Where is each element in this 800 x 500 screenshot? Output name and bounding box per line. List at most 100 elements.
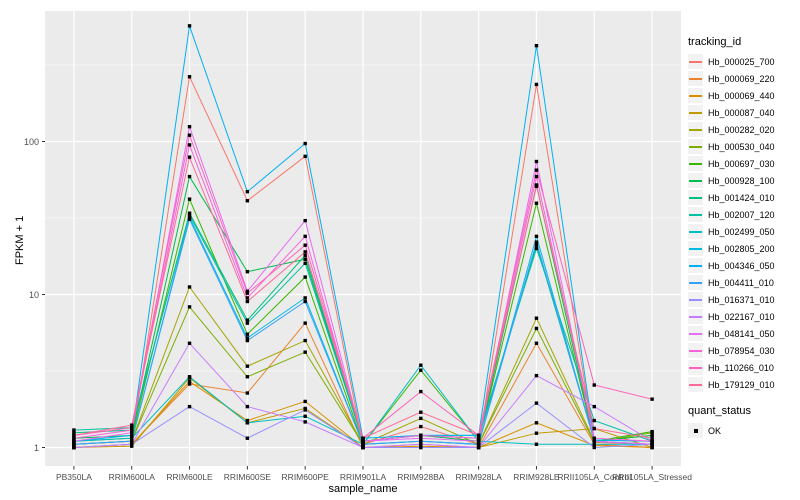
data-point	[187, 133, 192, 137]
legend-item: Hb_022167_010	[688, 308, 798, 325]
data-point	[130, 442, 134, 446]
data-point	[303, 399, 307, 404]
legend-item: Hb_110266_010	[688, 359, 798, 376]
data-point	[361, 439, 365, 443]
data-point	[303, 420, 307, 424]
data-point	[187, 375, 192, 379]
legend-line-icon	[689, 315, 702, 318]
legend-key	[688, 292, 703, 307]
data-point	[187, 197, 192, 201]
data-point	[187, 379, 192, 384]
data-point	[361, 445, 365, 450]
legend-line-icon	[689, 179, 702, 182]
data-point	[187, 211, 192, 215]
data-point	[534, 159, 539, 164]
data-point	[245, 338, 250, 343]
data-point	[419, 368, 423, 372]
legend-key	[688, 377, 703, 392]
legend-key	[688, 156, 703, 171]
data-point	[245, 421, 250, 425]
data-point	[419, 445, 423, 450]
x-tick-label: RRII105LA_Stressed	[612, 472, 693, 482]
data-point	[187, 124, 192, 129]
data-point	[187, 174, 192, 179]
legend-label: Hb_000530_040	[708, 141, 775, 152]
data-point	[245, 375, 250, 379]
data-point	[534, 243, 539, 247]
data-point	[303, 299, 307, 304]
data-point	[130, 439, 134, 443]
data-point	[592, 426, 596, 431]
legend-line-icon	[689, 298, 702, 301]
x-tick-label: RRIM600SE	[223, 472, 271, 482]
data-point	[72, 430, 76, 435]
data-point	[650, 442, 654, 446]
data-point	[245, 291, 250, 295]
legend-label: Hb_000069_440	[708, 90, 775, 101]
legend-label: Hb_004346_050	[708, 260, 775, 271]
legend-key	[688, 360, 703, 375]
data-point	[419, 424, 423, 429]
x-tick-label: RRIM600LE	[166, 472, 213, 482]
data-point	[187, 155, 192, 159]
legend-item: Hb_002805_200	[688, 240, 798, 257]
legend-item: Hb_000069_220	[688, 70, 798, 87]
legend-line-icon	[689, 111, 702, 114]
y-tick-label: 1	[33, 442, 39, 453]
legend-label: Hb_179129_010	[708, 379, 775, 390]
quant-status-label: OK	[708, 425, 722, 436]
data-point	[303, 141, 307, 146]
legend-label: Hb_000087_040	[708, 107, 775, 118]
data-point	[534, 240, 539, 244]
legend-line-icon	[689, 128, 702, 131]
data-point	[419, 416, 423, 421]
quant-status-title: quant_status	[688, 405, 751, 417]
legend-label: Hb_002805_200	[708, 243, 775, 254]
x-tick-label: RRIM901LA	[339, 472, 387, 482]
data-point	[303, 250, 307, 254]
data-point	[130, 428, 134, 432]
data-point	[419, 436, 423, 440]
data-point	[534, 341, 539, 345]
data-point	[245, 318, 250, 322]
legend-key	[688, 54, 703, 69]
data-point	[303, 321, 307, 325]
data-point	[476, 442, 481, 446]
data-point	[72, 445, 76, 450]
legend-line-icon	[689, 162, 702, 165]
data-point	[187, 143, 192, 147]
legend-item: Hb_048141_050	[688, 325, 798, 342]
data-point	[245, 391, 250, 395]
legend-line-icon	[689, 213, 702, 216]
data-point	[534, 174, 539, 179]
legend-key	[688, 275, 703, 290]
data-point	[419, 439, 423, 443]
data-point	[592, 445, 596, 450]
legend-item: Hb_001424_010	[688, 189, 798, 206]
legend: tracking_id Hb_000025_700 Hb_000069_220 Hb…	[688, 36, 798, 439]
data-point	[419, 363, 423, 367]
legend-line-icon	[689, 366, 702, 369]
legend-item: Hb_002499_050	[688, 223, 798, 240]
data-point	[534, 421, 539, 425]
data-point	[130, 430, 134, 435]
legend-item: Hb_078954_030	[688, 342, 798, 359]
legend-key	[688, 326, 703, 341]
legend-line-icon	[689, 332, 702, 335]
legend-line-icon	[689, 264, 702, 267]
legend-line-icon	[689, 77, 702, 80]
x-tick-label: RRII105LA_Control	[557, 472, 632, 482]
legend-label: Hb_000025_700	[708, 56, 775, 67]
x-axis-title: sample_name	[328, 483, 398, 495]
legend-line-icon	[689, 247, 702, 250]
legend-label: Hb_000069_220	[708, 73, 775, 84]
data-point	[187, 341, 192, 345]
data-point	[303, 234, 307, 239]
data-point	[592, 404, 596, 409]
legend-key	[688, 139, 703, 154]
data-point	[303, 350, 307, 354]
y-tick-label: 100	[23, 136, 39, 147]
data-point	[534, 234, 539, 239]
data-point	[592, 418, 596, 423]
x-tick-label: PB350LA	[55, 472, 92, 482]
